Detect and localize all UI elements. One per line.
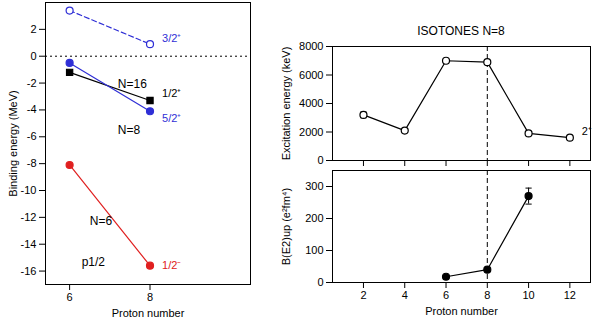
svg-text:2: 2 xyxy=(360,289,366,301)
svg-text:-16: -16 xyxy=(21,265,37,277)
svg-text:8000: 8000 xyxy=(299,42,323,52)
svg-text:2: 2 xyxy=(30,23,36,35)
svg-text:1/2⁻: 1/2⁻ xyxy=(162,259,181,271)
svg-text:6: 6 xyxy=(67,291,73,303)
svg-text:0: 0 xyxy=(317,154,323,166)
svg-text:2⁺: 2⁺ xyxy=(581,125,592,138)
svg-text:1/2⁺: 1/2⁺ xyxy=(162,87,181,99)
svg-text:4: 4 xyxy=(402,289,408,301)
svg-text:N=6: N=6 xyxy=(90,214,113,228)
svg-text:3/2⁺: 3/2⁺ xyxy=(162,32,181,44)
svg-text:6000: 6000 xyxy=(299,69,323,81)
svg-text:8: 8 xyxy=(147,291,153,303)
html-text:ISOTONES N=8: ISOTONES N=8 xyxy=(417,24,505,38)
svg-text:2000: 2000 xyxy=(299,126,323,138)
svg-text:100: 100 xyxy=(305,244,323,256)
svg-text:Excitation energy (keV): Excitation energy (keV) xyxy=(280,47,292,161)
svg-text:B(E2)up (e²fm⁴): B(E2)up (e²fm⁴) xyxy=(280,188,292,265)
svg-text:-14: -14 xyxy=(21,238,37,250)
svg-text:Binding energy (MeV): Binding energy (MeV) xyxy=(7,90,19,196)
svg-text:0: 0 xyxy=(30,50,36,62)
svg-text:200: 200 xyxy=(305,212,323,224)
svg-text:Proton number: Proton number xyxy=(425,305,498,317)
svg-text:4000: 4000 xyxy=(299,97,323,109)
svg-text:8: 8 xyxy=(484,289,490,301)
svg-text:-12: -12 xyxy=(21,211,37,223)
svg-text:Proton number: Proton number xyxy=(112,307,185,319)
svg-text:N=16: N=16 xyxy=(118,77,147,91)
svg-text:12: 12 xyxy=(564,289,576,301)
svg-text:5/2⁺: 5/2⁺ xyxy=(162,112,181,124)
svg-text:-6: -6 xyxy=(27,130,37,142)
svg-text:6: 6 xyxy=(443,289,449,301)
svg-text:300: 300 xyxy=(305,180,323,192)
svg-text:-8: -8 xyxy=(27,157,37,169)
svg-text:10: 10 xyxy=(522,289,534,301)
svg-text:p1/2: p1/2 xyxy=(82,255,106,269)
svg-text:-2: -2 xyxy=(27,77,37,89)
svg-text:N=8: N=8 xyxy=(118,123,141,137)
svg-text:0: 0 xyxy=(317,276,323,288)
svg-text:-10: -10 xyxy=(21,184,37,196)
svg-text:-4: -4 xyxy=(27,103,37,115)
